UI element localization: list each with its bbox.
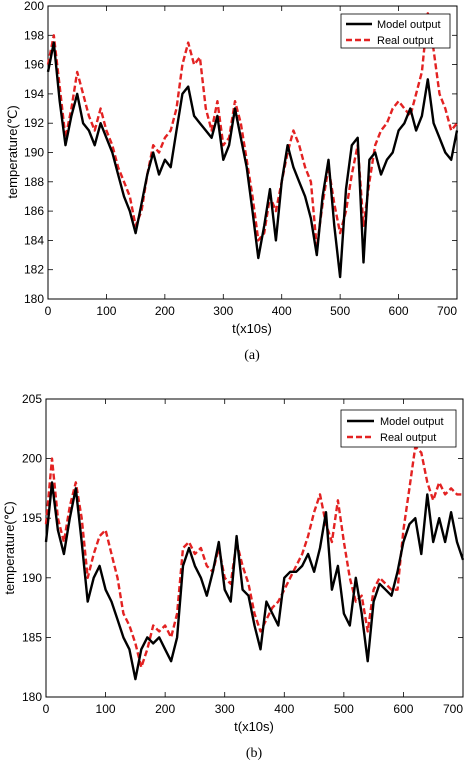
chart-b: 180 185 190 195 200 205 0 100 200 300 400 500 600 70…: [2, 392, 465, 761]
x-tick-label: 300: [213, 304, 233, 318]
y-tick-label: 195: [22, 511, 42, 525]
x-tick-label: 500: [330, 304, 350, 318]
x-tick-label: 100: [96, 702, 116, 716]
y-tick-label: 185: [22, 630, 42, 644]
x-axis-label-b: t(x10s): [234, 719, 274, 734]
y-tick-label: 186: [24, 204, 44, 218]
y-tick-label: 190: [22, 571, 42, 585]
y-axis-label-b: temperature(℃): [2, 501, 17, 594]
x-tick-label: 700: [443, 702, 463, 716]
legend-label-model-a: Model output: [377, 19, 441, 31]
x-tick-label: 200: [155, 702, 175, 716]
caption-b: (b): [246, 746, 263, 761]
y-tick-label: 180: [22, 690, 42, 704]
series-line-model-output: [44, 481, 465, 681]
series-line-model-output: [46, 41, 459, 279]
y-tick-label: 196: [24, 58, 44, 72]
y-tick-label: 200: [24, 0, 44, 13]
x-ticks-b: 0 100 200 300 400 500 600 700: [43, 399, 464, 716]
x-tick-label: 0: [43, 702, 50, 716]
plot-area-a: [47, 5, 458, 300]
legend-box-a: [340, 13, 451, 49]
series-b: [44, 445, 465, 681]
x-tick-label: 300: [215, 702, 235, 716]
x-tick-label: 0: [45, 304, 52, 318]
x-tick-label: 100: [96, 304, 116, 318]
x-tick-label: 600: [389, 304, 409, 318]
x-tick-label: 600: [393, 702, 413, 716]
y-tick-label: 194: [24, 87, 44, 101]
y-tick-label: 205: [22, 392, 42, 406]
legend-box-b: [340, 409, 457, 448]
series-line-real-output: [44, 445, 463, 669]
legend-b: Model output Real output: [340, 409, 457, 448]
chart-a: 180 182 184 186 188 190 192 194 196 198 200 0 100 20…: [5, 0, 459, 363]
legend-label-real-a: Real output: [377, 35, 433, 47]
y-ticks-a: 180 182 184 186 188 190 192 194 196 198 200: [24, 0, 457, 306]
x-tick-label: 200: [155, 304, 175, 318]
y-tick-label: 192: [24, 116, 44, 130]
y-tick-label: 190: [24, 146, 44, 160]
caption-a: (a): [244, 348, 260, 363]
y-tick-label: 182: [24, 263, 44, 277]
y-ticks-b: 180 185 190 195 200 205: [22, 392, 463, 704]
legend-a: Model output Real output: [340, 13, 451, 49]
y-tick-label: 180: [24, 292, 44, 306]
y-tick-label: 184: [24, 233, 44, 247]
x-tick-label: 400: [274, 702, 294, 716]
x-tick-label: 400: [272, 304, 292, 318]
plot-area-b: [45, 398, 464, 698]
legend-label-model-b: Model output: [380, 416, 444, 428]
legend-label-real-b: Real output: [380, 432, 436, 444]
x-tick-label: 500: [334, 702, 354, 716]
x-tick-label: 700: [437, 304, 457, 318]
y-axis-label-a: temperature(℃): [5, 105, 20, 198]
series-line-real-output: [46, 12, 458, 249]
series-a: [46, 12, 459, 279]
y-tick-label: 198: [24, 28, 44, 42]
x-ticks-a: 0 100 200 300 400 500 600 700: [45, 6, 458, 318]
y-tick-label: 188: [24, 175, 44, 189]
x-axis-label-a: t(x10s): [232, 321, 272, 336]
y-tick-label: 200: [22, 452, 42, 466]
